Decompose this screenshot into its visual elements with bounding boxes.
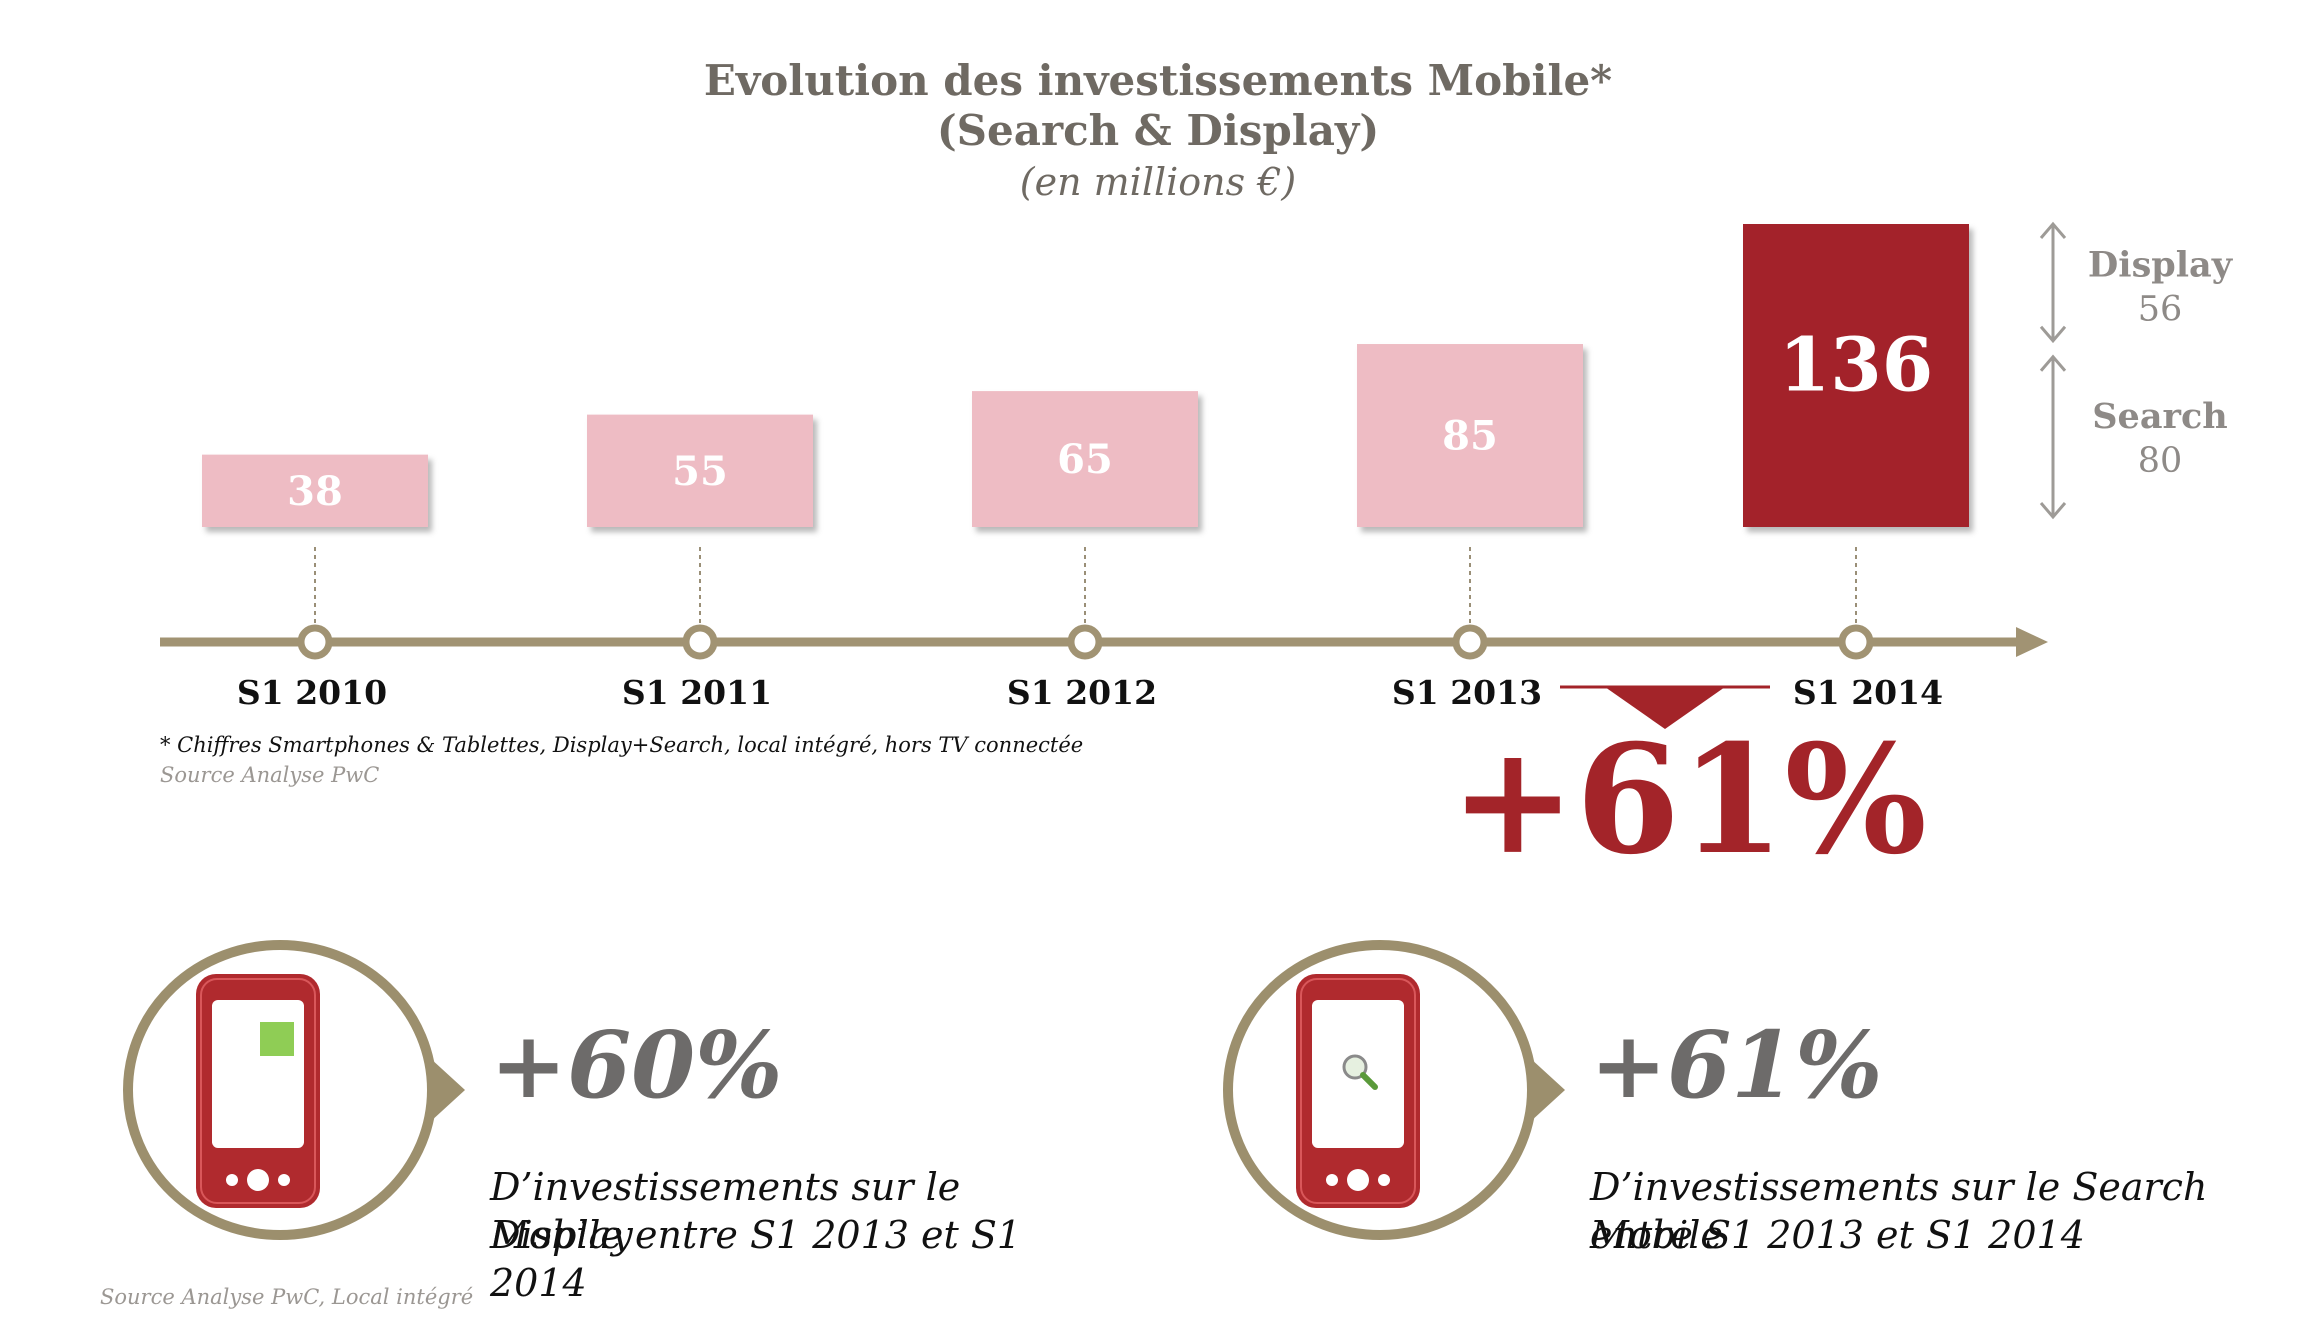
bar: [587, 414, 813, 527]
bar-value-label: 55: [672, 448, 728, 495]
segment-name-label: Search: [2092, 396, 2227, 437]
phone-search-icon: [1223, 940, 1565, 1240]
search-growth-desc-line2: entre S1 2013 et S1 2014: [1590, 1213, 2085, 1257]
chart-unit: (en millions €): [1019, 160, 1297, 204]
bar-value-label: 85: [1442, 413, 1498, 460]
bar: [202, 454, 428, 527]
source-note-bottom: Source Analyse PwC, Local intégré: [100, 1285, 474, 1309]
timeline-marker: [682, 624, 718, 660]
bar-chart: 38 55 65 85 136 S1 2010 S1 2011 S1 2012 S1 2013…: [160, 221, 2234, 712]
chart-title: Evolution des investissements Mobile*: [703, 56, 1613, 105]
segment-value-label: 80: [2138, 441, 2183, 481]
x-tick-label: S1 2010: [237, 673, 387, 712]
footnote: * Chiffres Smartphones & Tablettes, Disp…: [160, 733, 1084, 757]
display-growth-desc-line1: D’investissements sur le Display: [490, 1165, 961, 1257]
growth-pointer-icon: [1560, 685, 1770, 729]
bar-value-label: 38: [287, 468, 343, 515]
source-note: Source Analyse PwC: [160, 763, 380, 787]
bar: [1743, 224, 1969, 527]
segment-name-label: Display: [2088, 244, 2234, 285]
x-tick-label: S1 2012: [1007, 673, 1157, 712]
x-tick-label: S1 2011: [622, 673, 772, 712]
display-growth-percent: +60%: [490, 1011, 783, 1119]
timeline-marker: [1067, 624, 1103, 660]
display-range-arrow-head-up: [2039, 221, 2067, 239]
timeline-marker: [1838, 624, 1874, 660]
bar: [972, 391, 1198, 527]
display-growth-desc-line2: Mobile entre S1 2013 et S1 2014: [490, 1213, 1022, 1305]
segment-value-label: 56: [2138, 289, 2183, 329]
x-tick-label: S1 2013: [1392, 673, 1542, 712]
x-tick-label: S1 2014: [1793, 673, 1943, 712]
search-growth-percent: +61%: [1590, 1011, 1883, 1119]
phone-display-icon: [123, 940, 465, 1240]
display-range-arrow-head-down: [2039, 325, 2067, 344]
timeline-arrow-icon: [2016, 627, 2048, 657]
growth-total: +61%: [1450, 712, 1927, 888]
bar: [1357, 344, 1583, 527]
timeline-marker: [1452, 624, 1488, 660]
search-growth-desc-line1: D’investissements sur le Search Mobile: [1590, 1165, 2208, 1257]
chart-subtitle: (Search & Display): [936, 106, 1380, 155]
timeline-marker: [297, 624, 333, 660]
search-range-arrow-head-down: [2039, 502, 2067, 520]
bar-value-label: 65: [1057, 436, 1113, 483]
search-range-arrow-head-up: [2039, 354, 2067, 372]
bar-value-label: 136: [1779, 323, 1933, 409]
